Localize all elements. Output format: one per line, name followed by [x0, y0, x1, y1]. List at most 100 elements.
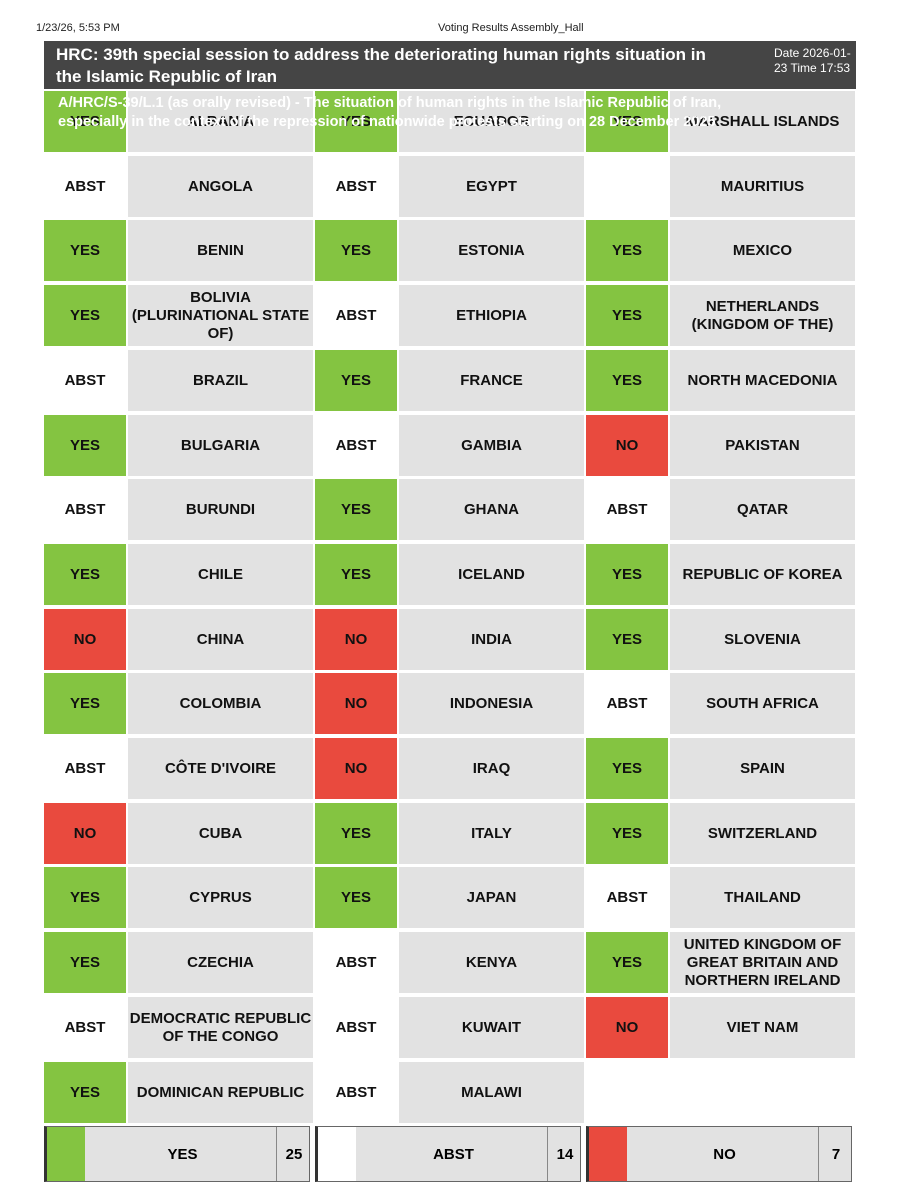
country-name: SPAIN [670, 738, 855, 799]
vote-badge: YES [315, 544, 397, 605]
vote-badge: YES [586, 609, 668, 670]
country-name: BULGARIA [128, 415, 313, 476]
vote-badge: NO [315, 609, 397, 670]
resolution-text: A/HRC/S-39/L.1 (as orally revised) - The… [58, 95, 722, 130]
vote-badge: YES [586, 350, 668, 411]
vote-badge: YES [44, 285, 126, 346]
vote-badge: ABST [586, 867, 668, 928]
country-name: UNITED KINGDOM OF GREAT BRITAIN AND NORT… [670, 932, 855, 993]
vote-badge: ABST [315, 932, 397, 993]
country-name: KENYA [399, 932, 584, 993]
vote-badge: YES [315, 479, 397, 540]
vote-badge: ABST [44, 350, 126, 411]
vote-results-grid: YES ALBANIA ABST ANGOLA YES BENIN YES BOLIVIA (… [44, 91, 856, 1126]
vote-badge: NO [44, 803, 126, 864]
total-color-swatch [589, 1127, 627, 1181]
country-name: DOMINICAN REPUBLIC [128, 1062, 313, 1123]
vote-badge: YES [44, 867, 126, 928]
vote-badge: YES [586, 803, 668, 864]
total-count: 14 [556, 1145, 574, 1163]
country-name: IRAQ [399, 738, 584, 799]
country-name: COLOMBIA [128, 673, 313, 734]
country-name: THAILAND [670, 867, 855, 928]
vote-badge: YES [44, 932, 126, 993]
country-name: GAMBIA [399, 415, 584, 476]
country-name: ESTONIA [399, 220, 584, 281]
country-name: MALAWI [399, 1062, 584, 1123]
total-label: NO [631, 1127, 819, 1181]
country-name: SWITZERLAND [670, 803, 855, 864]
vote-badge: YES [315, 867, 397, 928]
vote-badge: ABST [44, 738, 126, 799]
country-name: DEMOCRATIC REPUBLIC OF THE CONGO [128, 997, 313, 1058]
total-abst: ABST 14 [315, 1126, 581, 1182]
country-name: BRAZIL [128, 350, 313, 411]
vote-badge: YES [315, 803, 397, 864]
vote-badge: ABST [44, 997, 126, 1058]
country-name: CUBA [128, 803, 313, 864]
country-name: MAURITIUS [670, 156, 855, 217]
vote-totals-bar: YES 25 ABST 14 NO 7 [44, 1126, 856, 1182]
vote-badge: YES [586, 285, 668, 346]
vote-badge: NO [315, 738, 397, 799]
vote-badge: NO [586, 415, 668, 476]
print-timestamp: 1/23/26, 5:53 PM [36, 22, 120, 34]
total-label: ABST [360, 1127, 548, 1181]
vote-badge: YES [586, 91, 668, 152]
country-name: CZECHIA [128, 932, 313, 993]
country-name: NORTH MACEDONIA [670, 350, 855, 411]
vote-badge: YES [315, 350, 397, 411]
total-color-swatch [47, 1127, 85, 1181]
country-name: MARSHALL ISLANDS [670, 91, 855, 152]
vote-badge: ABST [315, 997, 397, 1058]
country-name: ALBANIA [128, 91, 313, 152]
vote-badge: NO [315, 673, 397, 734]
total-yes: YES 25 [44, 1126, 310, 1182]
vote-badge: YES [315, 91, 397, 152]
vote-badge: ABST [586, 479, 668, 540]
country-name: BENIN [128, 220, 313, 281]
vote-badge: YES [586, 544, 668, 605]
vote-badge [586, 156, 668, 217]
country-name: BURUNDI [128, 479, 313, 540]
country-name: FRANCE [399, 350, 584, 411]
country-name: ECUADOR [399, 91, 584, 152]
country-name: CYPRUS [128, 867, 313, 928]
country-name: KUWAIT [399, 997, 584, 1058]
country-name: QATAR [670, 479, 855, 540]
vote-badge: YES [586, 220, 668, 281]
session-date-time: Date 2026-01-23 Time 17:53 [774, 46, 851, 75]
vote-badge: YES [44, 415, 126, 476]
vote-badge: YES [44, 544, 126, 605]
vote-badge: ABST [586, 673, 668, 734]
vote-badge: ABST [315, 285, 397, 346]
vote-badge: YES [44, 673, 126, 734]
country-name: REPUBLIC OF KOREA [670, 544, 855, 605]
vote-badge: ABST [44, 479, 126, 540]
vote-badge: YES [315, 220, 397, 281]
vote-badge: YES [44, 91, 126, 152]
total-count: 25 [285, 1145, 303, 1163]
country-name: ICELAND [399, 544, 584, 605]
vote-badge: NO [44, 609, 126, 670]
vote-badge: ABST [44, 156, 126, 217]
country-name: GHANA [399, 479, 584, 540]
country-name: MEXICO [670, 220, 855, 281]
country-name: ANGOLA [128, 156, 313, 217]
session-title-bar: HRC: 39th special session to address the… [44, 41, 856, 89]
vote-badge: YES [44, 1062, 126, 1123]
country-name: JAPAN [399, 867, 584, 928]
vote-badge: YES [44, 220, 126, 281]
country-name: SLOVENIA [670, 609, 855, 670]
print-page-title: Voting Results Assembly_Hall [438, 22, 584, 34]
country-name: BOLIVIA (PLURINATIONAL STATE OF) [128, 285, 313, 346]
vote-badge: YES [586, 738, 668, 799]
country-name: ITALY [399, 803, 584, 864]
country-name: ETHIOPIA [399, 285, 584, 346]
country-name: PAKISTAN [670, 415, 855, 476]
country-name: INDIA [399, 609, 584, 670]
country-name: NETHERLANDS (KINGDOM OF THE) [670, 285, 855, 346]
vote-badge: ABST [315, 156, 397, 217]
country-name: CHINA [128, 609, 313, 670]
vote-badge: ABST [315, 415, 397, 476]
